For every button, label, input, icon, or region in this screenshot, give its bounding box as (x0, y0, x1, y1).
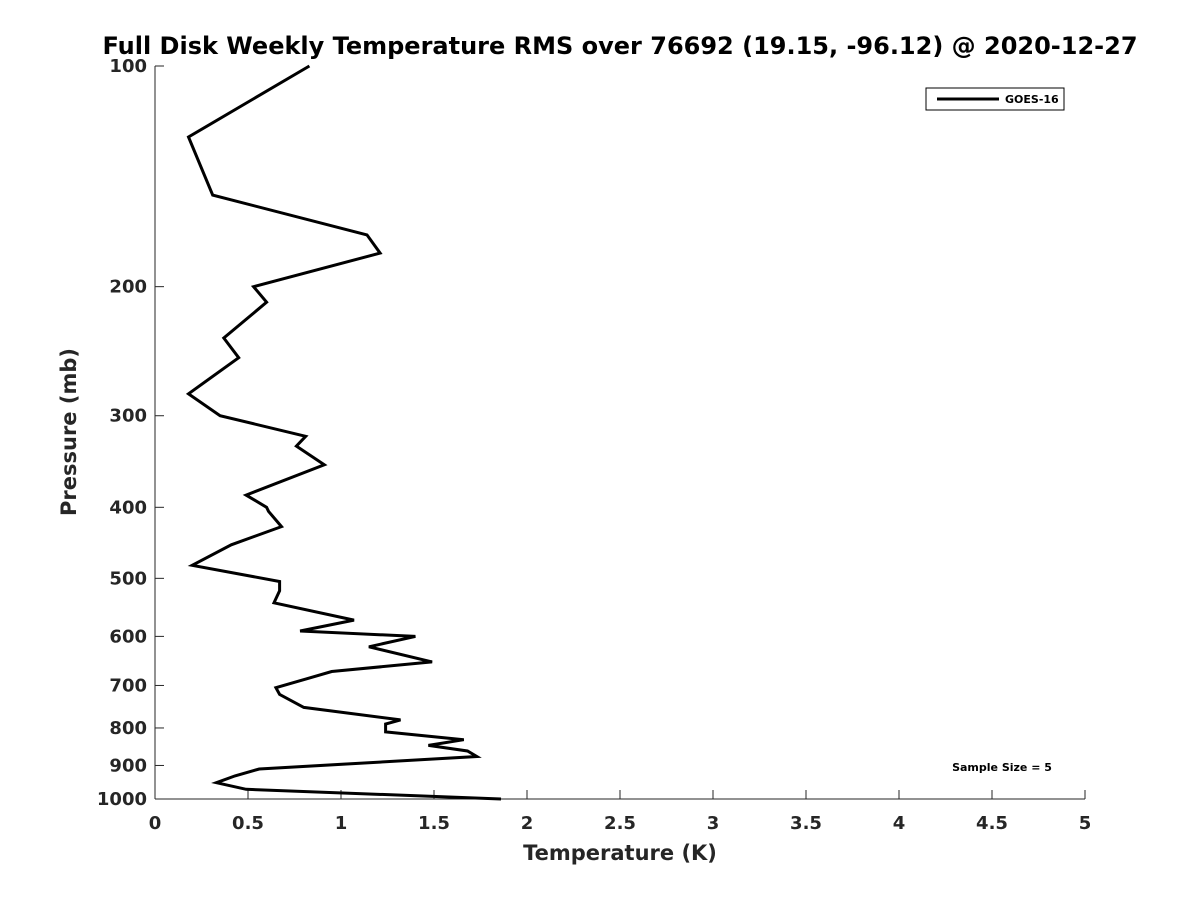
y-tick-label: 600 (109, 626, 147, 647)
x-tick-label: 2.5 (604, 813, 636, 834)
legend-label: GOES-16 (1005, 93, 1059, 106)
series-line-goes-16 (185, 64, 502, 801)
x-tick-label: 1 (335, 813, 348, 834)
x-axis-label: Temperature (K) (523, 841, 717, 865)
y-tick-label: 800 (109, 718, 147, 739)
axes: 0 0.5 1 1.5 2 2.5 3 3.5 4 4.5 5 100 200 300 400 500 600 7… (97, 56, 1091, 834)
y-tick-label: 400 (109, 497, 147, 518)
x-tick-label: 4 (893, 813, 906, 834)
y-tick-label: 200 (109, 277, 147, 298)
y-tick-label: 300 (109, 406, 147, 427)
y-tick-label: 100 (109, 56, 147, 77)
x-tick-label: 4.5 (976, 813, 1008, 834)
x-tick-label: 3 (707, 813, 720, 834)
x-tick-label: 1.5 (418, 813, 450, 834)
legend: GOES-16 (925, 87, 1065, 111)
y-tick-label: 1000 (97, 789, 147, 810)
x-tick-label: 5 (1079, 813, 1092, 834)
y-tick-label: 900 (109, 755, 147, 776)
x-tick-label: 0.5 (232, 813, 264, 834)
chart-title: Full Disk Weekly Temperature RMS over 76… (102, 32, 1137, 60)
y-tick-label: 500 (109, 568, 147, 589)
sample-size-annotation: Sample Size = 5 (952, 761, 1052, 774)
series-layer (185, 64, 502, 801)
x-tick-label: 2 (521, 813, 534, 834)
x-tick-label: 3.5 (790, 813, 822, 834)
y-axis-label: Pressure (mb) (57, 348, 81, 516)
x-tick-label: 0 (149, 813, 162, 834)
y-tick-label: 700 (109, 675, 147, 696)
